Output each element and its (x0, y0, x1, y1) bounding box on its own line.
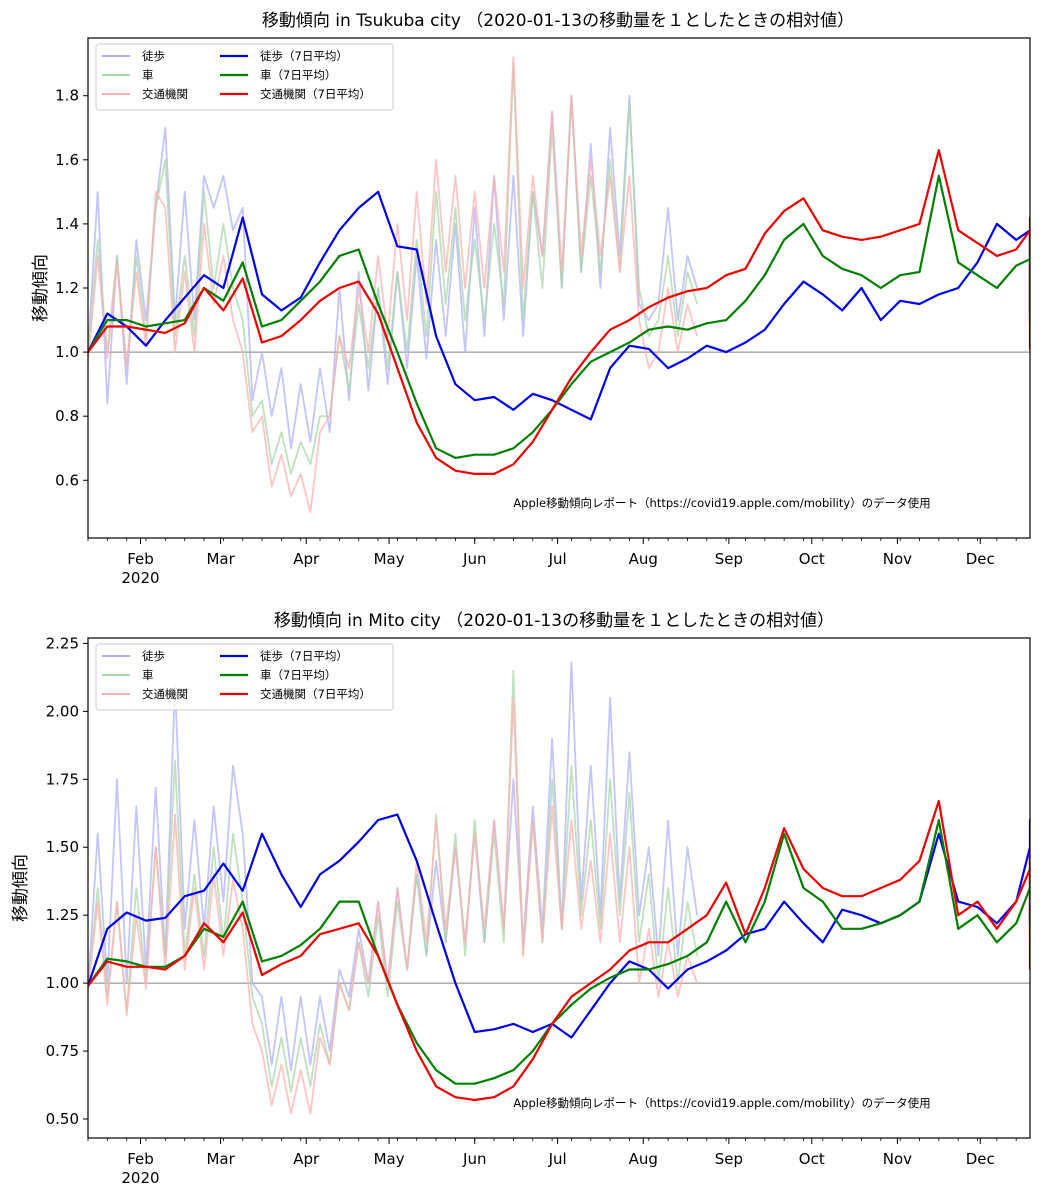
legend-label: 徒歩（7日平均） (260, 649, 348, 663)
legend-label: 車（7日平均） (260, 668, 336, 682)
x-tick-label: Oct (799, 550, 825, 568)
y-tick-label: 0.6 (55, 471, 79, 489)
legend-label: 交通機関 (142, 687, 188, 701)
x-tick-label: Apr (293, 550, 320, 568)
x-tick-label: Jul (548, 550, 567, 568)
y-tick-label: 1.25 (46, 906, 79, 924)
legend-label: 車 (142, 68, 154, 82)
y-axis-label: 移動傾向 (31, 254, 51, 322)
legend-box (95, 43, 394, 111)
y-tick-label: 1.4 (55, 215, 79, 233)
x-tick-label: Aug (629, 1150, 658, 1168)
x-tick-label: Sep (715, 550, 743, 568)
legend-label: 徒歩（7日平均） (260, 49, 348, 63)
series-line-walk-avg (88, 813, 1030, 1039)
x-tick-label: Jun (462, 1150, 486, 1168)
y-tick-label: 2.00 (46, 702, 79, 720)
x-year-label: 2020 (121, 569, 159, 587)
series-line-car-avg (88, 174, 1030, 459)
x-tick-label: Apr (293, 1150, 320, 1168)
y-tick-label: 0.75 (46, 1042, 79, 1060)
y-tick-label: 1.75 (46, 770, 79, 788)
y-tick-label: 1.2 (55, 279, 79, 297)
series-line-car-raw (88, 669, 698, 1093)
series-line-car-raw (88, 62, 698, 475)
series-line-transit-avg (88, 149, 1030, 475)
plot-frame (87, 637, 1031, 1139)
x-tick-label: May (374, 550, 405, 568)
y-tick-label: 1.00 (46, 974, 79, 992)
y-tick-label: 1.6 (55, 151, 79, 169)
legend-label: 交通機関（7日平均） (260, 87, 371, 101)
legend-label: 徒歩 (142, 649, 165, 663)
chart-svg-mito: 移動傾向 in Mito city （2020-01-13の移動量を１としたとき… (11, 611, 1031, 1187)
series-line-transit-avg (88, 799, 1030, 1102)
x-tick-label: Jul (548, 1150, 567, 1168)
x-tick-label: Feb (127, 550, 154, 568)
chart-title: 移動傾向 in Mito city （2020-01-13の移動量を１としたとき… (274, 611, 834, 631)
x-tick-label: Feb (127, 1150, 154, 1168)
x-tick-label: Nov (883, 1150, 912, 1168)
chart-svg-tsukuba: 移動傾向 in Tsukuba city （2020-01-13の移動量を１とし… (31, 11, 1031, 587)
chart-panel-tsukuba: 移動傾向 in Tsukuba city （2020-01-13の移動量を１とし… (31, 11, 1031, 587)
y-tick-label: 0.8 (55, 407, 79, 425)
data-source-note: Apple移動傾向レポート（https://covid19.apple.com/… (513, 496, 930, 510)
x-tick-label: Dec (966, 550, 995, 568)
x-tick-label: May (374, 1150, 405, 1168)
series-line-transit-raw (88, 56, 698, 514)
y-tick-label: 1.50 (46, 838, 79, 856)
x-tick-label: Nov (883, 550, 912, 568)
x-tick-label: Oct (799, 1150, 825, 1168)
legend-label: 車 (142, 668, 154, 682)
legend-label: 車（7日平均） (260, 68, 336, 82)
y-tick-label: 1.8 (55, 87, 79, 105)
x-tick-label: Mar (206, 550, 235, 568)
x-year-label: 2020 (121, 1169, 159, 1187)
series-line-car-avg (88, 819, 1030, 1085)
x-tick-label: Sep (715, 1150, 743, 1168)
y-tick-label: 1.0 (55, 343, 79, 361)
series-line-walk-avg (88, 190, 1030, 421)
x-tick-label: Jun (462, 550, 486, 568)
chart-panel-mito: 移動傾向 in Mito city （2020-01-13の移動量を１としたとき… (0, 600, 1042, 1200)
y-axis-label: 移動傾向 (11, 854, 31, 922)
chart-title: 移動傾向 in Tsukuba city （2020-01-13の移動量を１とし… (262, 11, 854, 31)
legend-label: 交通機関（7日平均） (260, 687, 371, 701)
x-tick-label: Mar (206, 1150, 235, 1168)
y-tick-label: 0.50 (46, 1110, 79, 1128)
y-tick-label: 2.25 (46, 634, 79, 652)
legend-box (95, 643, 394, 711)
data-source-note: Apple移動傾向レポート（https://covid19.apple.com/… (513, 1096, 930, 1110)
series-line-transit-raw (88, 696, 698, 1115)
legend-label: 徒歩 (142, 49, 165, 63)
x-tick-label: Aug (629, 550, 658, 568)
legend-label: 交通機関 (142, 87, 188, 101)
x-tick-label: Dec (966, 1150, 995, 1168)
